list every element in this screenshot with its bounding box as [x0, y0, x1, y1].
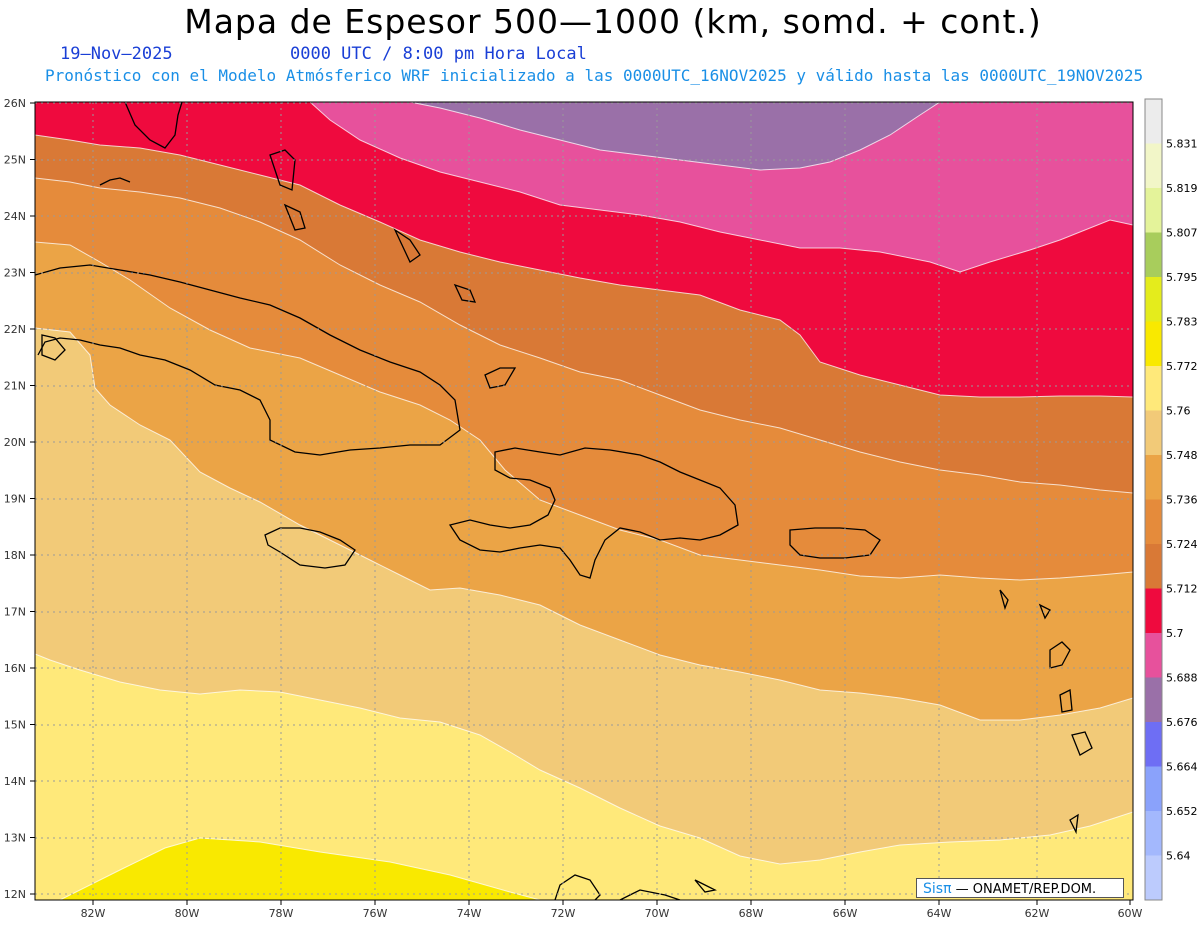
- legend-swatch: [1145, 677, 1162, 723]
- lon-tick-label: 66W: [833, 907, 858, 920]
- filled-contours: [35, 102, 1133, 900]
- lat-tick-label: 12N: [4, 888, 26, 901]
- legend-swatch: [1145, 321, 1162, 367]
- lat-tick-label: 17N: [4, 606, 26, 619]
- plot-frame: [34, 101, 1134, 901]
- legend-swatch: [1145, 544, 1162, 589]
- lat-tick-label: 23N: [4, 267, 26, 280]
- legend-label: 5.712: [1166, 583, 1198, 596]
- lon-tick-label: 64W: [927, 907, 952, 920]
- sispi-logo-text: Sisπ: [923, 881, 952, 897]
- lon-tick-label: 80W: [175, 907, 200, 920]
- legend-swatch: [1145, 99, 1162, 144]
- legend-swatch: [1145, 855, 1162, 901]
- legend-swatch: [1145, 366, 1162, 411]
- legend-label: 5.76: [1166, 405, 1191, 418]
- lat-tick-label: 26N: [4, 97, 26, 110]
- lat-tick-label: 18N: [4, 549, 26, 562]
- lon-tick-label: 60W: [1118, 907, 1143, 920]
- band-5772: [60, 838, 540, 900]
- lat-tick-label: 20N: [4, 436, 26, 449]
- lon-tick-label: 70W: [645, 907, 670, 920]
- legend-label: 5.807: [1166, 227, 1198, 240]
- legend-label: 5.795: [1166, 271, 1198, 284]
- forecast-date: 19—Nov—2025: [60, 44, 173, 64]
- legend-label: 5.772: [1166, 360, 1198, 373]
- forecast-time: 0000 UTC / 8:00 pm Hora Local: [290, 44, 587, 64]
- forecast-description: Pronóstico con el Modelo Atmósferico WRF…: [45, 66, 1144, 85]
- lon-tick-label: 72W: [551, 907, 576, 920]
- legend-swatch: [1145, 277, 1162, 322]
- lat-tick-label: 13N: [4, 832, 26, 845]
- legend-label: 5.831: [1166, 138, 1198, 151]
- legend-label: 5.7: [1166, 627, 1184, 640]
- legend-label: 5.64: [1166, 850, 1191, 863]
- onamet-credit: — ONAMET/REP.DOM.: [951, 882, 1097, 897]
- lat-tick-label: 19N: [4, 493, 26, 506]
- lon-tick-label: 78W: [269, 907, 294, 920]
- legend-swatch: [1145, 588, 1162, 634]
- lat-tick-label: 15N: [4, 719, 26, 732]
- legend-frame: [1144, 98, 1163, 901]
- legend-swatch: [1145, 633, 1162, 678]
- longitude-axis: 82W 80W 78W 76W 74W 72W 70W 68W 66W 64W 62W 60W: [81, 900, 1143, 920]
- graticule: [35, 102, 1133, 900]
- color-legend: 5.831 5.819 5.807 5.795 5.783 5.772 5.76 5.748 5…: [1144, 98, 1198, 901]
- band-5676: [410, 102, 940, 170]
- legend-swatch: [1145, 499, 1162, 545]
- legend-swatch: [1145, 811, 1162, 856]
- legend-swatch: [1145, 766, 1162, 812]
- lat-tick-label: 21N: [4, 380, 26, 393]
- legend-swatch: [1145, 143, 1162, 189]
- lon-tick-label: 76W: [363, 907, 388, 920]
- lat-tick-label: 16N: [4, 662, 26, 675]
- map-title: Mapa de Espesor 500—1000 (km, somd. + co…: [184, 2, 1042, 41]
- lon-tick-label: 68W: [739, 907, 764, 920]
- legend-label: 5.819: [1166, 182, 1198, 195]
- lat-tick-label: 22N: [4, 323, 26, 336]
- band-5688: [310, 102, 1133, 272]
- latitude-axis: 26N 25N 24N 23N 22N 21N 20N 19N 18N 17N 16N 15N 14N 1…: [4, 97, 35, 901]
- lat-tick-label: 14N: [4, 775, 26, 788]
- lat-tick-label: 24N: [4, 210, 26, 223]
- credit-badge: Sisπ — ONAMET/REP.DOM.: [916, 878, 1124, 898]
- legend-label: 5.676: [1166, 716, 1198, 729]
- legend-label: 5.664: [1166, 761, 1198, 774]
- legend-label: 5.783: [1166, 316, 1198, 329]
- legend-label: 5.652: [1166, 805, 1198, 818]
- legend-label: 5.724: [1166, 538, 1198, 551]
- legend-swatch: [1145, 722, 1162, 767]
- lat-tick-label: 25N: [4, 154, 26, 167]
- legend-swatch: [1145, 232, 1162, 278]
- legend-label: 5.736: [1166, 494, 1198, 507]
- legend-label: 5.748: [1166, 449, 1198, 462]
- legend-swatch: [1145, 410, 1162, 456]
- legend-swatch: [1145, 188, 1162, 233]
- lon-tick-label: 82W: [81, 907, 106, 920]
- coastlines: [35, 102, 1093, 900]
- legend-swatch: [1145, 455, 1162, 500]
- lon-tick-label: 74W: [457, 907, 482, 920]
- lon-tick-label: 62W: [1025, 907, 1050, 920]
- legend-label: 5.688: [1166, 672, 1198, 685]
